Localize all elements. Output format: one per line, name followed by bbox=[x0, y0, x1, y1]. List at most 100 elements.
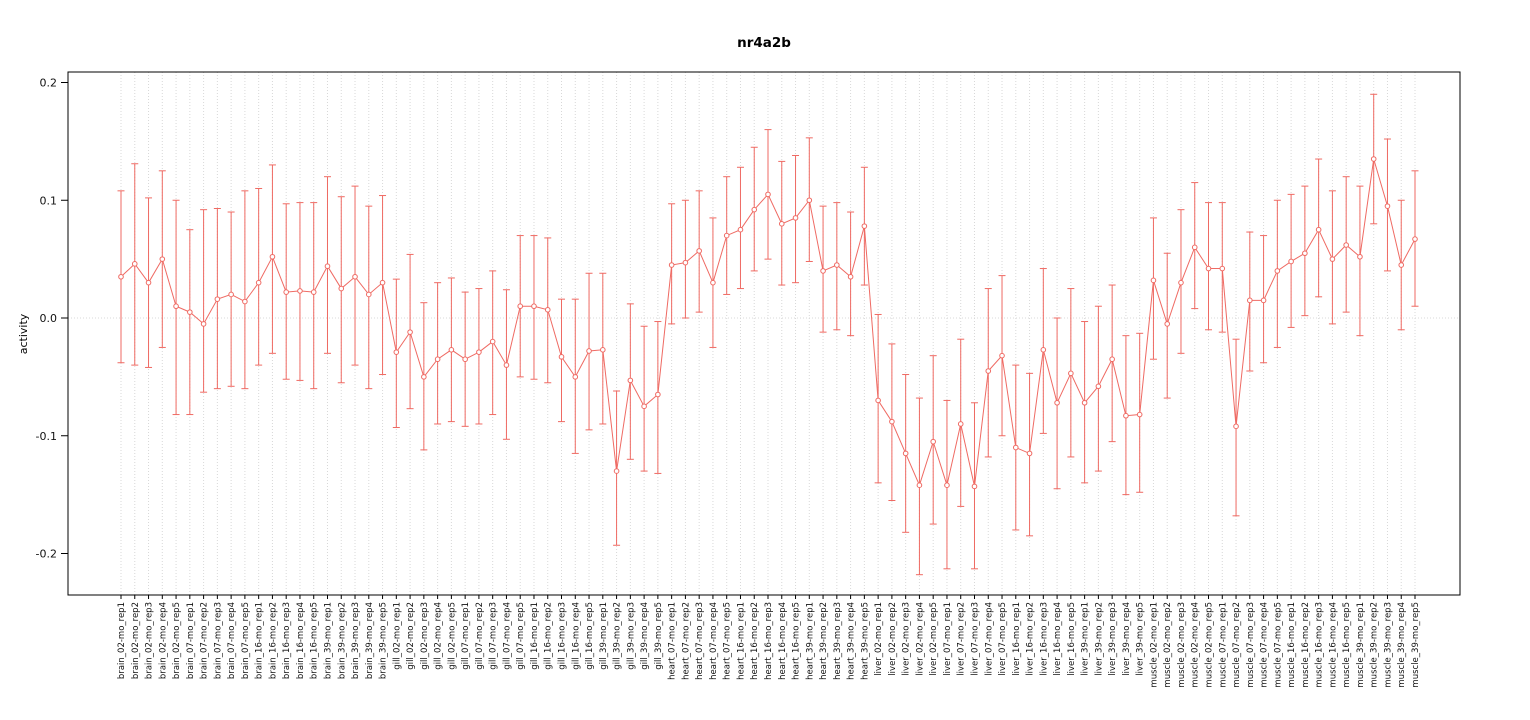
x-tick-label: heart_07-mo_rep5 bbox=[723, 602, 733, 680]
error-bar bbox=[227, 211, 235, 387]
data-point bbox=[324, 263, 331, 269]
x-tick-label: brain_39-mo_rep4 bbox=[365, 602, 375, 679]
data-point bbox=[1260, 297, 1267, 304]
x-tick-label: liver_39-mo_rep5 bbox=[1136, 602, 1146, 676]
x-tick-label: muscle_07-mo_rep5 bbox=[1273, 602, 1283, 688]
x-tick-label: liver_39-mo_rep3 bbox=[1108, 602, 1118, 676]
x-tick-label: gill_07-mo_rep5 bbox=[516, 602, 526, 670]
data-point bbox=[1233, 423, 1239, 430]
x-tick-label: brain_07-mo_rep4 bbox=[227, 602, 237, 679]
data-point bbox=[1302, 250, 1308, 257]
data-point bbox=[1343, 242, 1349, 248]
x-tick-label: heart_16-mo_rep5 bbox=[792, 602, 802, 680]
x-tick-label: gill_16-mo_rep1 bbox=[530, 602, 540, 670]
data-point bbox=[1012, 444, 1019, 451]
y-tick-label: 0.0 bbox=[40, 312, 58, 325]
data-point bbox=[1357, 253, 1363, 260]
x-tick-label: brain_02-mo_rep5 bbox=[172, 602, 182, 679]
error-bar bbox=[365, 205, 373, 390]
error-bar bbox=[640, 325, 648, 472]
x-tick-label: gill_02-mo_rep3 bbox=[420, 602, 430, 670]
data-point bbox=[902, 450, 909, 457]
x-tick-label: muscle_02-mo_rep4 bbox=[1191, 602, 1201, 688]
data-point bbox=[187, 309, 193, 315]
y-axis: -0.2 -0.1 0.0 0.1 0.2 bbox=[36, 77, 68, 561]
data-point bbox=[228, 291, 234, 298]
error-bars bbox=[117, 93, 1419, 576]
data-point bbox=[971, 483, 978, 490]
x-tick-label: muscle_39-mo_rep4 bbox=[1397, 602, 1407, 688]
x-tick-label: liver_02-mo_rep4 bbox=[915, 602, 925, 676]
y-tick-label: 0.2 bbox=[40, 77, 58, 90]
data-point bbox=[118, 273, 124, 280]
error-bar bbox=[1356, 185, 1364, 337]
data-points bbox=[118, 156, 1418, 490]
data-point bbox=[476, 349, 482, 355]
data-point bbox=[613, 468, 620, 474]
data-point bbox=[1384, 203, 1391, 209]
x-tick-label: brain_39-mo_rep2 bbox=[337, 602, 347, 679]
x-tick-label: liver_07-mo_rep4 bbox=[984, 602, 994, 676]
x-tick-label: muscle_07-mo_rep4 bbox=[1260, 602, 1270, 688]
data-point bbox=[489, 338, 496, 345]
data-point bbox=[448, 346, 455, 353]
data-point bbox=[338, 285, 345, 292]
data-point bbox=[173, 303, 179, 310]
x-tick-label: muscle_39-mo_rep5 bbox=[1411, 602, 1421, 688]
data-point bbox=[462, 356, 468, 363]
data-point bbox=[544, 306, 551, 313]
x-tick-label: muscle_16-mo_rep1 bbox=[1287, 602, 1297, 688]
x-tick-label: liver_39-mo_rep4 bbox=[1122, 602, 1132, 676]
x-tick-label: heart_16-mo_rep1 bbox=[736, 602, 746, 680]
x-tick-label: brain_16-mo_rep4 bbox=[296, 602, 306, 679]
x-tick-label: heart_39-mo_rep2 bbox=[819, 602, 829, 680]
x-tick-label: gill_39-mo_rep3 bbox=[626, 602, 636, 670]
data-point bbox=[1274, 268, 1281, 274]
data-point bbox=[1026, 450, 1033, 457]
x-tick-label: heart_16-mo_rep4 bbox=[778, 602, 788, 680]
data-point bbox=[1178, 279, 1184, 286]
error-bar bbox=[255, 187, 263, 366]
data-point bbox=[600, 346, 606, 353]
x-tick-label: gill_39-mo_rep4 bbox=[640, 602, 650, 670]
data-point bbox=[1219, 265, 1226, 272]
data-point bbox=[847, 273, 854, 280]
data-point bbox=[586, 348, 592, 354]
data-point bbox=[1288, 258, 1294, 265]
x-tick-label: gill_16-mo_rep4 bbox=[571, 602, 581, 670]
x-tick-label: brain_16-mo_rep5 bbox=[310, 602, 320, 679]
data-point bbox=[723, 232, 730, 239]
x-tick-label: liver_16-mo_rep1 bbox=[1012, 602, 1022, 676]
x-tick-label: gill_39-mo_rep1 bbox=[599, 602, 609, 670]
x-tick-label: muscle_16-mo_rep3 bbox=[1315, 602, 1325, 688]
x-tick-label: liver_16-mo_rep4 bbox=[1053, 602, 1063, 676]
x-tick-label: gill_02-mo_rep5 bbox=[447, 602, 457, 670]
x-tick-label: brain_39-mo_rep3 bbox=[351, 602, 361, 679]
x-tick-label: muscle_02-mo_rep5 bbox=[1205, 602, 1215, 688]
x-tick-label: liver_07-mo_rep1 bbox=[943, 602, 953, 676]
x-tick-label: brain_39-mo_rep1 bbox=[323, 602, 333, 679]
data-point bbox=[792, 215, 799, 221]
x-tick-label: brain_07-mo_rep1 bbox=[186, 602, 196, 679]
x-tick-label: liver_02-mo_rep2 bbox=[888, 602, 898, 676]
chart-title: nr4a2b bbox=[737, 35, 791, 51]
data-point bbox=[765, 191, 771, 198]
x-tick-label: muscle_16-mo_rep5 bbox=[1342, 602, 1352, 688]
x-tick-label: muscle_02-mo_rep2 bbox=[1163, 602, 1173, 688]
x-tick-label: brain_16-mo_rep2 bbox=[268, 602, 278, 679]
error-bar bbox=[310, 202, 318, 390]
data-point bbox=[778, 221, 785, 227]
x-tick-label: brain_16-mo_rep1 bbox=[255, 602, 265, 679]
x-tick-label: brain_07-mo_rep5 bbox=[241, 602, 251, 679]
data-point bbox=[352, 273, 358, 280]
data-point bbox=[1054, 399, 1060, 406]
data-point bbox=[1136, 411, 1143, 418]
y-tick-label: -0.2 bbox=[36, 548, 57, 561]
x-tick-label: liver_16-mo_rep5 bbox=[1067, 602, 1077, 676]
x-tick-label: heart_39-mo_rep1 bbox=[805, 602, 815, 680]
error-bar bbox=[475, 288, 483, 425]
error-bar bbox=[654, 321, 662, 474]
data-point bbox=[1109, 356, 1115, 363]
x-tick-label: muscle_16-mo_rep4 bbox=[1328, 602, 1338, 688]
x-tick-label: gill_02-mo_rep2 bbox=[406, 602, 416, 670]
